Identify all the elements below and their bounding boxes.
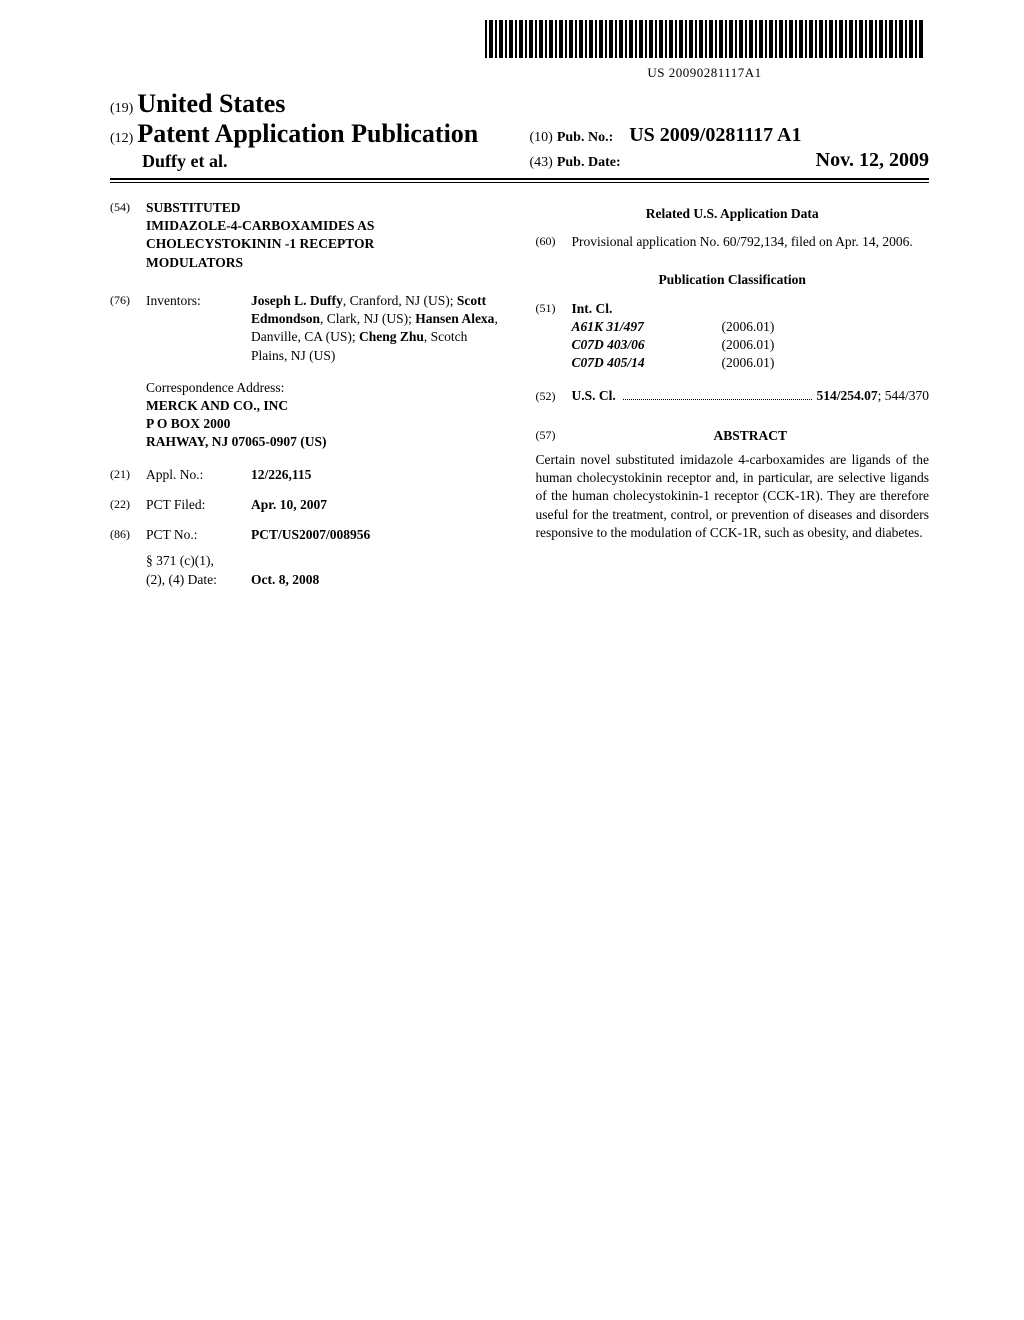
- s371-row: § 371 (c)(1), (2), (4) Date: Oct. 8, 200…: [110, 552, 504, 588]
- barcode-icon: [485, 20, 925, 58]
- intcl-row-1: A61K 31/497 (2006.01): [572, 318, 930, 336]
- pctfiled-value: Apr. 10, 2007: [251, 496, 504, 514]
- code-51: (51): [536, 300, 572, 373]
- applno-label: Appl. No.:: [146, 466, 251, 484]
- inventors-label: Inventors:: [146, 292, 251, 365]
- code-54: (54): [110, 199, 146, 272]
- invention-title: SUBSTITUTED IMIDAZOLE-4-CARBOXAMIDES AS …: [146, 199, 504, 272]
- pubno-label: Pub. No.:: [557, 130, 613, 145]
- intcl-block: (51) Int. Cl. A61K 31/497 (2006.01) C07D…: [536, 300, 930, 373]
- provisional-text: Provisional application No. 60/792,134, …: [572, 233, 930, 251]
- uscl-rest: ; 544/370: [878, 387, 929, 405]
- applno-value: 12/226,115: [251, 466, 504, 484]
- pub-type-line: (12) Patent Application Publication: [110, 119, 510, 149]
- code-12: (12): [110, 131, 133, 146]
- barcode-block: US 20090281117A1: [480, 20, 929, 81]
- provisional-row: (60) Provisional application No. 60/792,…: [536, 233, 930, 251]
- uscl-main: 514/254.07: [816, 387, 877, 405]
- publication-type: Patent Application Publication: [137, 119, 478, 148]
- code-43: (43): [530, 155, 553, 170]
- related-heading: Related U.S. Application Data: [536, 205, 930, 223]
- pubdate-value: Nov. 12, 2009: [816, 149, 929, 172]
- code-22: (22): [110, 496, 146, 514]
- correspondence-address: Correspondence Address: MERCK AND CO., I…: [146, 379, 504, 452]
- intcl-row-3: C07D 405/14 (2006.01): [572, 354, 930, 372]
- intcl-row-2: C07D 403/06 (2006.01): [572, 336, 930, 354]
- pubno-value: US 2009/0281117 A1: [629, 124, 801, 146]
- right-column: Related U.S. Application Data (60) Provi…: [536, 199, 930, 601]
- body: (54) SUBSTITUTED IMIDAZOLE-4-CARBOXAMIDE…: [110, 199, 929, 601]
- inventors-value: Joseph L. Duffy, Cranford, NJ (US); Scot…: [251, 292, 504, 365]
- code-10: (10): [530, 130, 553, 145]
- intcl-content: Int. Cl. A61K 31/497 (2006.01) C07D 403/…: [572, 300, 930, 373]
- country: United States: [137, 89, 285, 118]
- abstract-text: Certain novel substituted imidazole 4-ca…: [536, 451, 930, 542]
- uscl-label: U.S. Cl.: [572, 387, 616, 405]
- pctno-label: PCT No.:: [146, 526, 251, 544]
- corresp-line1: MERCK AND CO., INC: [146, 397, 504, 415]
- code-86: (86): [110, 526, 146, 544]
- barcode-number: US 20090281117A1: [480, 65, 929, 81]
- header-rule-thin: [110, 182, 929, 183]
- patent-page: US 20090281117A1 (19) United States (12)…: [0, 0, 1024, 1320]
- authors: Duffy et al.: [142, 151, 510, 172]
- classification-heading: Publication Classification: [536, 271, 930, 289]
- pctno-value: PCT/US2007/008956: [251, 526, 504, 544]
- s371-value: Oct. 8, 2008: [251, 571, 504, 589]
- dotted-leader: [623, 398, 812, 400]
- abstract-heading-row: (57) ABSTRACT: [536, 427, 930, 445]
- code-19: (19): [110, 101, 133, 116]
- pctfiled-row: (22) PCT Filed: Apr. 10, 2007: [110, 496, 504, 514]
- code-76: (76): [110, 292, 146, 365]
- pubdate-label: Pub. Date:: [557, 155, 621, 170]
- applno-row: (21) Appl. No.: 12/226,115: [110, 466, 504, 484]
- code-52: (52): [536, 388, 572, 404]
- code-57: (57): [536, 427, 572, 445]
- header-left: (19) United States (12) Patent Applicati…: [110, 89, 510, 172]
- header-right: (10) Pub. No.: US 2009/0281117 A1 (43) P…: [530, 92, 930, 172]
- inventors-row: (76) Inventors: Joseph L. Duffy, Cranfor…: [110, 292, 504, 365]
- header-rule-thick: [110, 178, 929, 180]
- code-60: (60): [536, 233, 572, 251]
- intcl-label: Int. Cl.: [572, 300, 930, 318]
- pctno-row: (86) PCT No.: PCT/US2007/008956: [110, 526, 504, 544]
- title-row: (54) SUBSTITUTED IMIDAZOLE-4-CARBOXAMIDE…: [110, 199, 504, 272]
- pubdate-line: (43) Pub. Date: Nov. 12, 2009: [530, 149, 930, 172]
- corresp-line3: RAHWAY, NJ 07065-0907 (US): [146, 433, 504, 451]
- code-21: (21): [110, 466, 146, 484]
- corresp-label: Correspondence Address:: [146, 379, 504, 397]
- corresp-line2: P O BOX 2000: [146, 415, 504, 433]
- uscl-row: (52) U.S. Cl. 514/254.07; 544/370: [536, 387, 930, 405]
- pubno-line: (10) Pub. No.: US 2009/0281117 A1: [530, 124, 930, 147]
- s371-label: § 371 (c)(1), (2), (4) Date:: [146, 552, 251, 588]
- left-column: (54) SUBSTITUTED IMIDAZOLE-4-CARBOXAMIDE…: [110, 199, 504, 601]
- country-line: (19) United States: [110, 89, 510, 119]
- header: (19) United States (12) Patent Applicati…: [110, 89, 929, 172]
- abstract-heading: ABSTRACT: [572, 427, 930, 445]
- pctfiled-label: PCT Filed:: [146, 496, 251, 514]
